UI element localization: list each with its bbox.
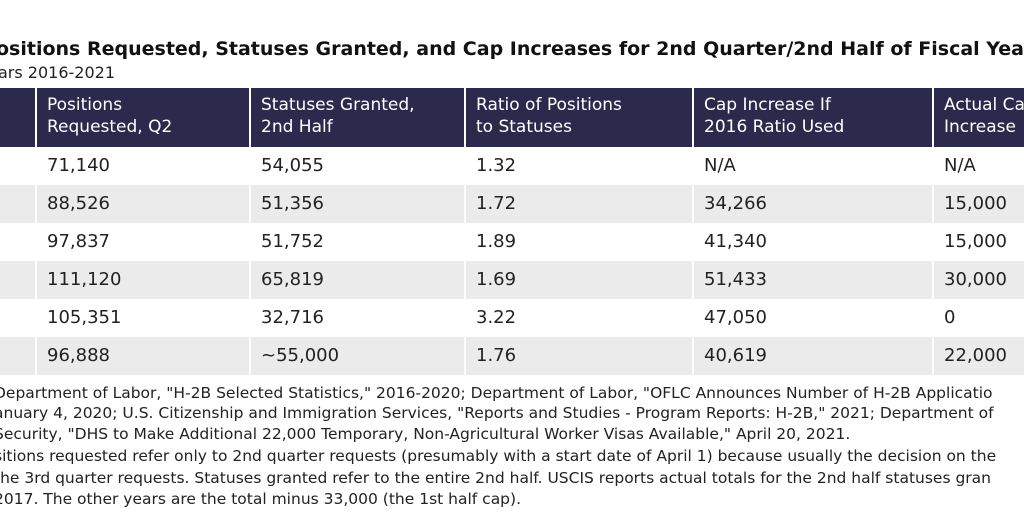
- table-cell: 1.76: [476, 345, 517, 366]
- column-divider: [932, 88, 934, 375]
- column-divider: [464, 88, 466, 375]
- table-cell: 15,000: [944, 231, 1007, 252]
- footnote-line: sitions requested refer only to 2nd quar…: [0, 447, 997, 465]
- table-row: [0, 185, 1024, 223]
- header-line: to Statuses: [476, 117, 572, 137]
- table-cell: N/A: [704, 155, 736, 176]
- table-cell: 105,351: [47, 307, 122, 328]
- table-cell: 65,819: [261, 269, 324, 290]
- table-cell: 54,055: [261, 155, 324, 176]
- footnote-line: Security, "DHS to Make Additional 22,000…: [0, 425, 851, 443]
- header-line: Positions: [47, 95, 123, 115]
- table-cell: 1.72: [476, 193, 517, 214]
- table-cell: 111,120: [47, 269, 122, 290]
- table-cell: 1.69: [476, 269, 517, 290]
- header-line: Ratio of Positions: [476, 95, 622, 115]
- table-cell: 41,340: [704, 231, 767, 252]
- column-divider: [35, 88, 37, 375]
- header-line: 2nd Half: [261, 117, 333, 137]
- title: ositions Requested, Statuses Granted, an…: [0, 38, 1024, 60]
- footnote-line: anuary 4, 2020; U.S. Citizenship and Imm…: [0, 404, 994, 422]
- table-cell: 22,000: [944, 345, 1007, 366]
- header-line: Statuses Granted,: [261, 95, 415, 115]
- header-line: 2016 Ratio Used: [704, 117, 845, 137]
- table-cell: 0: [944, 307, 956, 328]
- table-row: [0, 299, 1024, 337]
- table-row: [0, 337, 1024, 375]
- table-cell: 1.32: [476, 155, 517, 176]
- header-cell: Ratio of Positions to Statuses: [476, 94, 622, 138]
- table-cell: 15,000: [944, 193, 1007, 214]
- table-cell: 40,619: [704, 345, 767, 366]
- table-cell: N/A: [944, 155, 976, 176]
- footnote-line: the 3rd quarter requests. Statuses grant…: [0, 469, 991, 487]
- table-cell: ~55,000: [261, 345, 340, 366]
- table-cell: 51,433: [704, 269, 767, 290]
- header-cell: Statuses Granted, 2nd Half: [261, 94, 415, 138]
- table-cell: 32,716: [261, 307, 324, 328]
- header-cell: Cap Increase If 2016 Ratio Used: [704, 94, 844, 138]
- table-cell: 51,356: [261, 193, 324, 214]
- header-cell: Actual Ca Increase: [944, 94, 1024, 138]
- column-divider: [692, 88, 694, 375]
- table-header: [0, 88, 1024, 147]
- table-cell: 3.22: [476, 307, 517, 328]
- column-divider: [249, 88, 251, 375]
- table-row: [0, 147, 1024, 185]
- header-cell: Positions Requested, Q2: [47, 94, 172, 138]
- header-line: Actual Ca: [944, 95, 1024, 115]
- table-cell: 1.89: [476, 231, 517, 252]
- footnote-line: Department of Labor, "H-2B Selected Stat…: [0, 384, 993, 402]
- table-cell: 30,000: [944, 269, 1007, 290]
- header-line: Cap Increase If: [704, 95, 831, 115]
- subtitle: ars 2016-2021: [0, 63, 116, 82]
- table-row: [0, 223, 1024, 261]
- table-cell: 34,266: [704, 193, 767, 214]
- header-line: Requested, Q2: [47, 117, 173, 137]
- table-cell: 97,837: [47, 231, 110, 252]
- table-cell: 88,526: [47, 193, 110, 214]
- table-cell: 96,888: [47, 345, 110, 366]
- header-line: Increase: [944, 117, 1016, 137]
- footnote-line: 2017. The other years are the total minu…: [0, 490, 521, 508]
- table-cell: 71,140: [47, 155, 110, 176]
- table-row: [0, 261, 1024, 299]
- table-cell: 47,050: [704, 307, 767, 328]
- table-cell: 51,752: [261, 231, 324, 252]
